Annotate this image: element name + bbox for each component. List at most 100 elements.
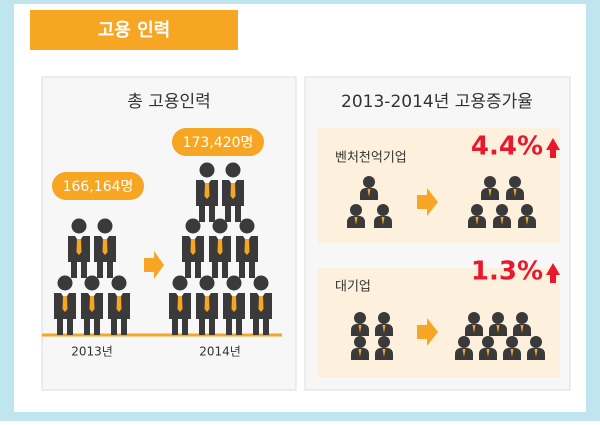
- arrow: [417, 188, 438, 216]
- panel-title: 총 고용인력: [127, 92, 211, 112]
- body: [169, 293, 191, 335]
- body: [222, 180, 244, 222]
- tie: [472, 325, 476, 333]
- head: [492, 312, 504, 324]
- tie: [513, 189, 517, 197]
- body: [196, 180, 218, 222]
- bust-icon: [493, 204, 511, 228]
- bust-icon: [360, 176, 378, 200]
- person-icon: [81, 275, 103, 335]
- head: [496, 204, 508, 216]
- head: [484, 176, 496, 188]
- body: [236, 236, 258, 278]
- head: [84, 275, 100, 291]
- tie: [358, 325, 362, 333]
- head: [516, 312, 528, 324]
- bust-icon: [518, 204, 536, 228]
- bust-icon: [374, 204, 392, 228]
- head: [226, 275, 242, 291]
- tie: [62, 296, 68, 312]
- tie: [496, 325, 500, 333]
- arrow: [144, 251, 164, 279]
- person-icon: [223, 275, 245, 335]
- title: 고용 인력: [98, 20, 171, 41]
- head: [378, 312, 390, 324]
- panel-title: 2013-2014년 고용증가율: [341, 92, 533, 112]
- head: [172, 275, 188, 291]
- head: [468, 312, 480, 324]
- tie: [382, 349, 386, 357]
- head: [521, 204, 533, 216]
- head: [471, 204, 483, 216]
- tie: [116, 296, 122, 312]
- item-name: 벤처천억기업: [335, 151, 407, 166]
- bust-icon: [375, 336, 393, 360]
- tie: [462, 349, 466, 357]
- head: [57, 275, 73, 291]
- tie: [244, 239, 250, 255]
- head: [199, 162, 215, 178]
- head: [378, 336, 390, 348]
- body: [108, 293, 130, 335]
- head: [482, 336, 494, 348]
- tie: [520, 325, 524, 333]
- head: [225, 162, 241, 178]
- head: [185, 218, 201, 234]
- person-icon: [54, 275, 76, 335]
- head: [363, 176, 375, 188]
- tie: [76, 239, 82, 255]
- bust-icon: [503, 336, 521, 360]
- tie: [382, 325, 386, 333]
- label-pill: [172, 128, 264, 156]
- person-icon: [182, 218, 204, 278]
- tie: [230, 183, 236, 199]
- person-icon: [196, 162, 218, 222]
- person-icon: [108, 275, 130, 335]
- person-icon: [250, 275, 272, 335]
- label-pill: [52, 172, 144, 200]
- head: [239, 218, 255, 234]
- body: [54, 293, 76, 335]
- head: [71, 218, 87, 234]
- body: [223, 293, 245, 335]
- bust-icon: [468, 204, 486, 228]
- body: [182, 236, 204, 278]
- head: [509, 176, 521, 188]
- count-label: 166,164명: [63, 179, 134, 195]
- tie: [190, 239, 196, 255]
- head: [253, 275, 269, 291]
- bust-icon: [351, 336, 369, 360]
- bust-icon: [489, 312, 507, 336]
- head: [530, 336, 542, 348]
- head: [458, 336, 470, 348]
- head: [354, 336, 366, 348]
- tie: [367, 189, 371, 197]
- bust-icon: [465, 312, 483, 336]
- count-label: 173,420명: [183, 135, 254, 151]
- tie: [217, 239, 223, 255]
- tie: [475, 217, 479, 225]
- item-name: 대기업: [335, 280, 371, 295]
- person-icon: [68, 218, 90, 278]
- head: [506, 336, 518, 348]
- person-icon: [236, 218, 258, 278]
- tie: [534, 349, 538, 357]
- tie: [102, 239, 108, 255]
- person-icon: [222, 162, 244, 222]
- bust-icon: [375, 312, 393, 336]
- body: [94, 236, 116, 278]
- tie: [525, 217, 529, 225]
- head: [111, 275, 127, 291]
- head: [199, 275, 215, 291]
- body: [209, 236, 231, 278]
- rate: 1.3%: [471, 257, 543, 287]
- tie: [258, 296, 264, 312]
- bust-icon: [527, 336, 545, 360]
- head: [354, 312, 366, 324]
- bust-icon: [481, 176, 499, 200]
- bust-icon: [506, 176, 524, 200]
- person-icon: [209, 218, 231, 278]
- tie: [358, 349, 362, 357]
- year-label: 2013년: [71, 345, 113, 359]
